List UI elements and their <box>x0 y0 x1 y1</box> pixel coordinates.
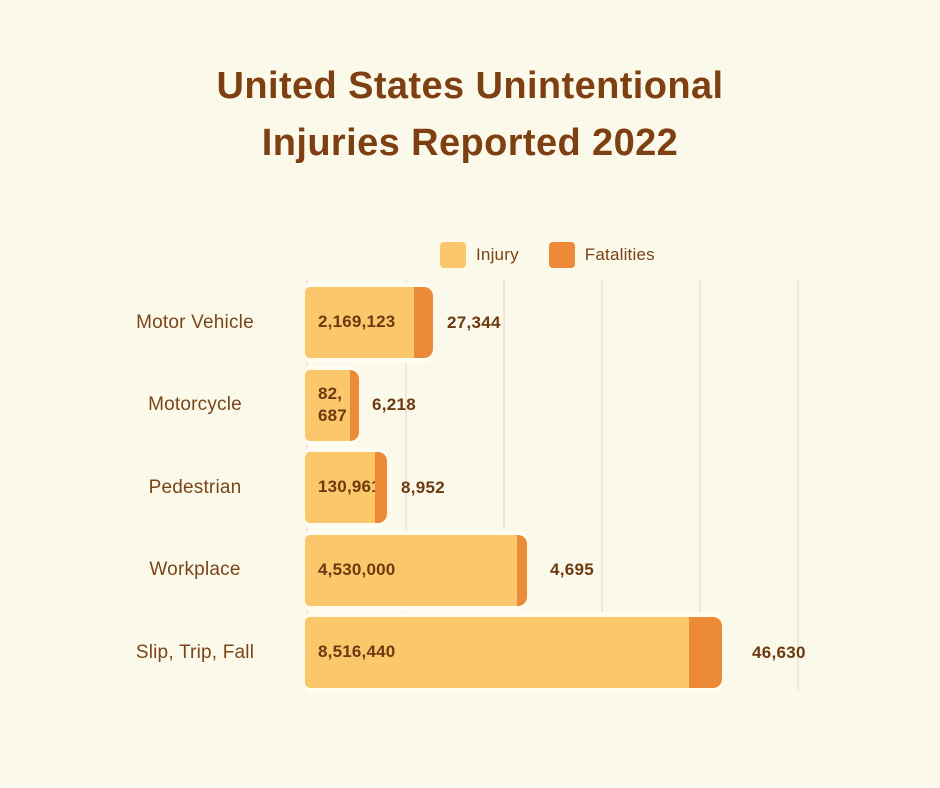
category-label: Slip, Trip, Fall <box>135 641 255 663</box>
injury-value-label: 82, 687 <box>318 383 347 425</box>
injury-bar: 2,169,123 <box>305 287 414 358</box>
fatalities-bar <box>350 369 359 441</box>
injury-bar: 130,961 <box>305 452 381 523</box>
category-label: Workplace <box>149 559 241 580</box>
injury-value-label: 2,169,123 <box>318 312 396 332</box>
fatalities-legend-swatch <box>548 242 575 268</box>
gridline <box>405 279 407 690</box>
injury-legend-swatch <box>440 242 466 268</box>
bar-group: 8,516,440 <box>305 617 722 688</box>
injury-legend-label: Injury <box>476 245 519 264</box>
chart-title-line-2: Injuries Reported 2022 <box>261 122 679 164</box>
injury-value-label: 130,961 <box>318 477 381 497</box>
bar-group: 2,169,123 <box>305 287 433 358</box>
bar-group: 130,961 <box>305 452 387 523</box>
fatalities-value-label: 46,630 <box>752 642 806 662</box>
chart-row: Pedestrian 130,961 8,952 <box>0 452 940 523</box>
chart-title-line-1: United States Unintentional <box>216 65 724 107</box>
bar-group: 4,530,000 <box>305 534 527 606</box>
injury-bar: 8,516,440 <box>305 617 689 688</box>
gridline <box>699 279 701 690</box>
chart-row: Slip, Trip, Fall 8,516,440 46,630 <box>0 617 940 688</box>
gridline <box>797 279 799 690</box>
fatalities-bar <box>517 534 527 606</box>
legend: Injury Fatalities <box>440 242 655 268</box>
chart-row: Workplace 4,530,000 4,695 <box>0 534 940 606</box>
fatalities-value-label: 4,695 <box>550 560 595 579</box>
gridline <box>601 279 603 690</box>
injury-value-label: 8,516,440 <box>318 642 396 662</box>
fatalities-value-label: 8,952 <box>401 477 446 497</box>
chart-row: Motor Vehicle 2,169,123 27,344 <box>0 287 940 358</box>
fatalities-legend-label: Fatalities <box>584 245 655 264</box>
category-label: Motor Vehicle <box>136 311 254 333</box>
fatalities-bar <box>414 287 433 358</box>
chart-row: Motorcycle 82, 687 6,218 <box>0 369 940 441</box>
fatalities-bar <box>689 617 722 688</box>
category-label: Motorcycle <box>148 394 242 415</box>
category-label: Pedestrian <box>148 476 242 498</box>
injury-value-label: 4,530,000 <box>318 559 396 579</box>
gridline <box>503 279 505 690</box>
injury-bar: 82, 687 <box>305 369 350 441</box>
fatalities-value-label: 6,218 <box>372 395 417 414</box>
fatalities-value-label: 27,344 <box>447 312 501 332</box>
chart-title: United States Unintentional Injuries Rep… <box>0 58 940 172</box>
injury-bar: 4,530,000 <box>305 534 517 606</box>
bar-group: 82, 687 <box>305 369 359 441</box>
fatalities-bar <box>375 452 387 523</box>
